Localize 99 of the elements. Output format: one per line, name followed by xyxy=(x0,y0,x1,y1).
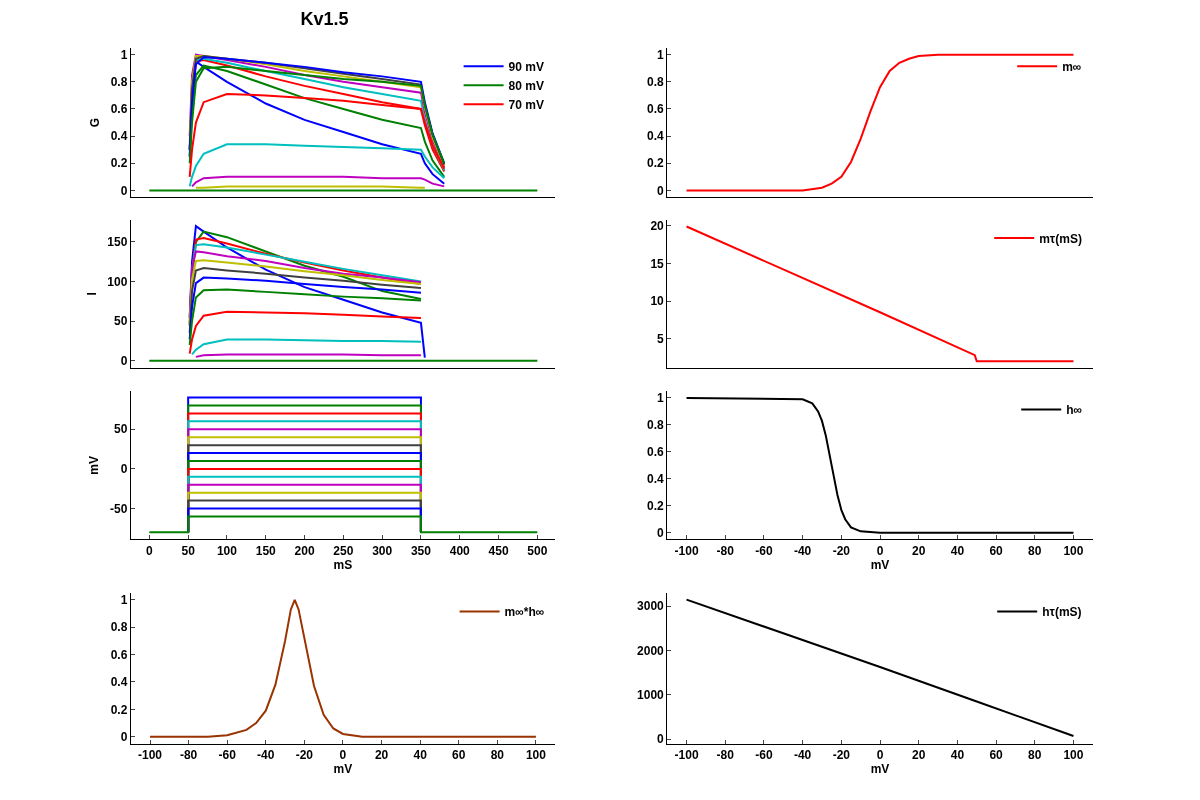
y-tick-label: 1000 xyxy=(637,688,665,703)
y-tick-label: 0.8 xyxy=(110,620,128,635)
legend-label: mτ(mS) xyxy=(1039,231,1082,246)
y-tick-label: 0.4 xyxy=(110,129,128,144)
x-tick-label: -60 xyxy=(755,543,773,558)
x-tick-label: 350 xyxy=(410,543,432,558)
y-axis-title: I xyxy=(84,292,99,296)
y-tick-label: 0.8 xyxy=(647,75,665,90)
y-tick-label: 1 xyxy=(120,593,128,608)
y-tick-label: 0.2 xyxy=(647,498,665,513)
x-tick-label: -60 xyxy=(755,747,773,762)
y-tick-label: 150 xyxy=(107,235,128,250)
x-tick-label: -40 xyxy=(793,747,812,762)
x-tick-label: 50 xyxy=(181,543,196,558)
x-tick-label: -20 xyxy=(832,543,851,558)
x-tick-label: 400 xyxy=(449,543,471,558)
x-tick-label: -60 xyxy=(218,747,237,762)
y-tick-label: 0.6 xyxy=(110,647,128,662)
y-tick-label: 2000 xyxy=(637,643,665,658)
y-tick-label: 1 xyxy=(657,47,665,62)
x-tick-label: 0 xyxy=(876,543,884,558)
y-tick-label: 1 xyxy=(657,391,665,406)
x-tick-label: 250 xyxy=(333,543,354,558)
x-tick-label: 80 xyxy=(1028,747,1042,762)
y-axis-title: G xyxy=(87,117,102,128)
x-tick-label: 100 xyxy=(1063,747,1084,762)
x-tick-label: 40 xyxy=(413,747,428,762)
y-tick-label: -50 xyxy=(109,501,128,516)
y-tick-label: 0.2 xyxy=(110,702,128,717)
x-axis-title: mV xyxy=(870,761,890,776)
y-tick-label: 20 xyxy=(650,218,665,233)
x-axis-title: mV xyxy=(333,761,353,776)
x-tick-label: 500 xyxy=(527,543,548,558)
y-tick-label: 0 xyxy=(657,525,665,540)
y-tick-label: 0 xyxy=(657,732,665,747)
x-tick-label: 60 xyxy=(989,747,1004,762)
x-tick-label: 80 xyxy=(1028,543,1042,558)
legend-label: m∞ xyxy=(1062,59,1082,74)
x-tick-label: 0 xyxy=(146,543,153,558)
y-tick-label: 0.8 xyxy=(110,75,128,90)
x-tick-label: -20 xyxy=(832,747,851,762)
x-tick-label: -80 xyxy=(716,747,735,762)
legend-label: hτ(mS) xyxy=(1042,605,1082,620)
x-tick-label: -40 xyxy=(793,543,812,558)
legend-label: 70 mV xyxy=(508,97,544,112)
x-tick-label: 80 xyxy=(490,747,505,762)
x-tick-label: 200 xyxy=(294,543,315,558)
legend-label: 80 mV xyxy=(508,78,544,93)
x-tick-label: -100 xyxy=(137,747,163,762)
y-tick-label: 50 xyxy=(113,422,128,437)
legend-label: m∞*h∞ xyxy=(504,605,545,620)
legend-label: 90 mV xyxy=(508,59,544,74)
x-tick-label: 150 xyxy=(255,543,277,558)
x-tick-label: 40 xyxy=(950,747,965,762)
y-tick-label: 0.4 xyxy=(110,675,128,690)
x-tick-label: 20 xyxy=(912,543,926,558)
chart-title: Kv1.5 xyxy=(300,8,349,29)
x-tick-label: -100 xyxy=(674,543,699,558)
x-tick-label: -80 xyxy=(716,543,735,558)
y-tick-label: 0.4 xyxy=(647,472,665,487)
x-tick-label: 300 xyxy=(372,543,393,558)
y-tick-label: 0 xyxy=(657,183,665,198)
x-axis-title: mS xyxy=(333,557,353,572)
x-axis-title: mV xyxy=(870,557,890,572)
y-tick-label: 1 xyxy=(120,47,128,62)
y-tick-label: 0.2 xyxy=(647,156,665,171)
y-axis-title: mV xyxy=(87,456,102,475)
y-tick-label: 0.6 xyxy=(647,102,665,117)
x-tick-label: -100 xyxy=(674,747,699,762)
x-tick-label: -40 xyxy=(257,747,275,762)
y-tick-label: 0.8 xyxy=(647,418,665,433)
x-tick-label: 60 xyxy=(452,747,466,762)
x-tick-label: 450 xyxy=(488,543,509,558)
y-tick-label: 0.6 xyxy=(647,445,665,460)
x-tick-label: 60 xyxy=(989,543,1004,558)
legend-label: h∞ xyxy=(1066,403,1083,418)
x-tick-label: 0 xyxy=(876,747,884,762)
y-tick-label: 3000 xyxy=(637,599,665,614)
x-tick-label: 100 xyxy=(1063,543,1084,558)
y-tick-label: 0 xyxy=(120,462,128,477)
x-tick-label: 100 xyxy=(525,747,547,762)
x-tick-label: 40 xyxy=(950,543,965,558)
x-tick-label: -20 xyxy=(295,747,314,762)
y-tick-label: 15 xyxy=(650,256,665,271)
y-tick-label: 0.6 xyxy=(110,102,128,117)
x-tick-label: 20 xyxy=(374,747,389,762)
y-tick-label: 5 xyxy=(657,331,665,346)
y-tick-label: 0.2 xyxy=(110,156,128,171)
y-tick-label: 0 xyxy=(120,729,128,744)
x-tick-label: 0 xyxy=(339,747,347,762)
y-tick-label: 50 xyxy=(113,314,128,329)
y-tick-label: 100 xyxy=(107,274,128,289)
y-tick-label: 0.4 xyxy=(647,129,665,144)
x-tick-label: 20 xyxy=(912,747,926,762)
y-tick-label: 0 xyxy=(120,354,128,369)
x-tick-label: -80 xyxy=(179,747,198,762)
y-tick-label: 10 xyxy=(650,294,665,309)
x-tick-label: 100 xyxy=(216,543,238,558)
y-tick-label: 0 xyxy=(120,183,128,198)
